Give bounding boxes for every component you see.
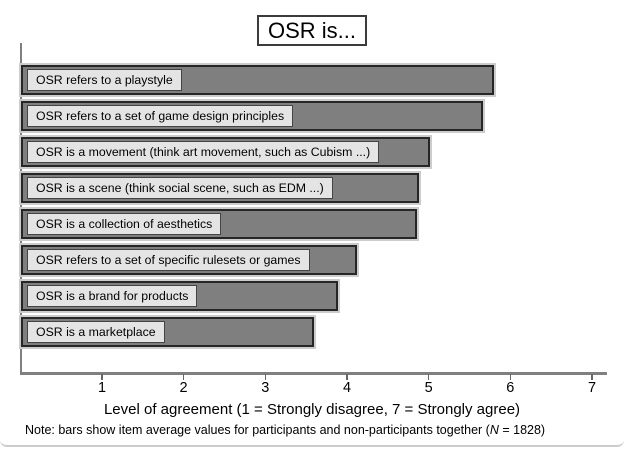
x-tick-label: 7 <box>587 380 597 396</box>
footnote-suffix: = 1828) <box>498 423 546 437</box>
x-tick-mark <box>182 374 185 380</box>
y-axis-line <box>20 43 22 373</box>
x-tick-label: 4 <box>342 380 352 396</box>
x-axis-title: Level of agreement (1 = Strongly disagre… <box>103 401 521 418</box>
x-tick-label: 2 <box>179 380 188 396</box>
x-tick-mark <box>427 374 430 380</box>
bar-label: OSR refers to a set of game design princ… <box>27 105 294 127</box>
footnote: Note: bars show item average values for … <box>25 423 545 437</box>
chart-title: OSR is... <box>256 15 368 46</box>
x-tick-mark <box>509 374 512 380</box>
bar-fill: OSR is a collection of aesthetics <box>21 209 418 239</box>
bar-fill: OSR refers to a set of specific rulesets… <box>21 245 357 275</box>
x-axis-line <box>20 372 607 375</box>
bar-fill: OSR refers to a playstyle <box>21 65 494 95</box>
bar-fill: OSR is a scene (think social scene, such… <box>21 173 419 203</box>
bar-fill: OSR refers to a set of game design princ… <box>21 101 484 131</box>
x-tick-label: 1 <box>97 380 107 396</box>
bar-fill: OSR is a brand for products <box>21 281 338 311</box>
x-tick-mark <box>101 374 103 380</box>
bar-label: OSR is a brand for products <box>27 285 198 307</box>
bar-label: OSR is a collection of aesthetics <box>27 213 222 235</box>
x-tick-mark <box>346 374 348 380</box>
x-tick-mark <box>591 374 593 380</box>
bar-fill: OSR is a movement (think art movement, s… <box>21 137 431 167</box>
footnote-n-symbol: N <box>489 423 499 437</box>
bar-label: OSR is a scene (think social scene, such… <box>27 177 333 199</box>
bar-label: OSR is a movement (think art movement, s… <box>27 141 380 163</box>
x-tick-label: 3 <box>261 380 270 396</box>
bar-fill: OSR is a marketplace <box>21 317 315 347</box>
window-bottom-edge <box>0 439 624 447</box>
bar-label: OSR is a marketplace <box>27 321 165 343</box>
footnote-text: Note: bars show item average values for … <box>25 423 490 437</box>
bar-label: OSR refers to a playstyle <box>27 69 182 91</box>
x-tick-mark <box>264 374 267 380</box>
x-tick-label: 6 <box>506 380 515 396</box>
bar-label: OSR refers to a set of specific rulesets… <box>27 249 310 271</box>
x-tick-label: 5 <box>424 380 433 396</box>
